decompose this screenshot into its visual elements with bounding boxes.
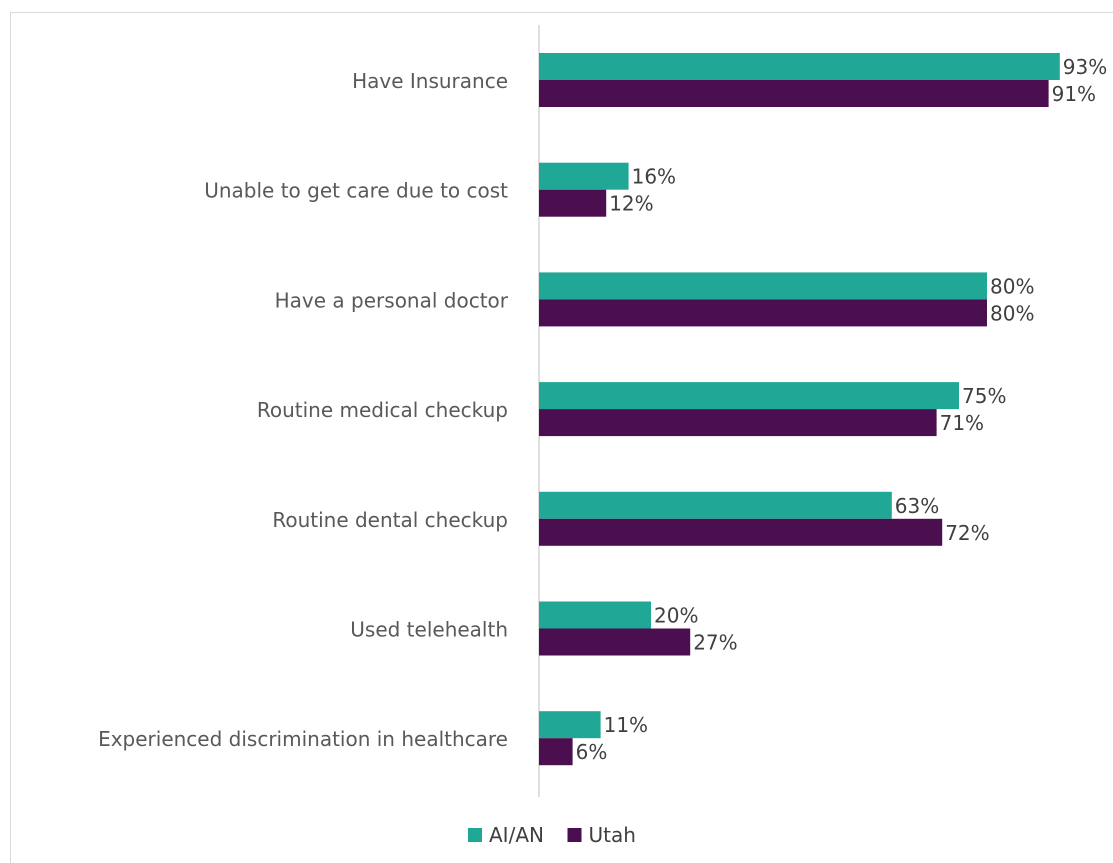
data-label: 6%	[576, 740, 608, 764]
data-label: 71%	[940, 411, 984, 435]
legend-swatch	[468, 828, 482, 842]
data-label: 20%	[654, 604, 698, 628]
bar-ai-an	[539, 711, 601, 739]
category-label: Have a personal doctor	[275, 288, 509, 312]
category-label: Have Insurance	[352, 69, 508, 93]
legend-swatch	[567, 828, 582, 842]
bar-utah	[539, 189, 607, 217]
legend-label: Utah	[589, 823, 636, 847]
data-label: 80%	[990, 301, 1034, 325]
data-label: 91%	[1052, 82, 1096, 106]
data-label: 11%	[604, 713, 648, 737]
legend-label: AI/AN	[489, 823, 544, 847]
data-label: 12%	[609, 192, 653, 216]
data-label: 63%	[895, 494, 939, 518]
bar-utah	[539, 518, 943, 546]
data-label: 16%	[632, 165, 676, 189]
bar-ai-an	[539, 491, 892, 519]
bar-utah	[539, 409, 937, 437]
bar-ai-an	[539, 53, 1060, 80]
category-label: Used telehealth	[350, 618, 508, 642]
data-label: 75%	[962, 384, 1006, 408]
data-label: 72%	[945, 521, 989, 545]
category-label: Experienced discrimination in healthcare	[98, 727, 508, 751]
data-label: 27%	[693, 631, 737, 655]
bar-utah	[539, 80, 1049, 107]
bar-ai-an	[539, 162, 629, 190]
category-label: Routine medical checkup	[257, 398, 508, 422]
data-label: 93%	[1063, 55, 1107, 79]
bar-ai-an	[539, 382, 959, 410]
bar-utah	[539, 299, 987, 327]
bar-ai-an	[539, 601, 651, 629]
bar-utah	[539, 628, 691, 656]
data-label: 80%	[990, 274, 1034, 298]
bar-ai-an	[539, 272, 987, 300]
bar-utah	[539, 738, 573, 766]
category-label: Routine dental checkup	[272, 508, 508, 532]
chart-frame	[10, 12, 1113, 863]
category-label: Unable to get care due to cost	[204, 179, 508, 203]
